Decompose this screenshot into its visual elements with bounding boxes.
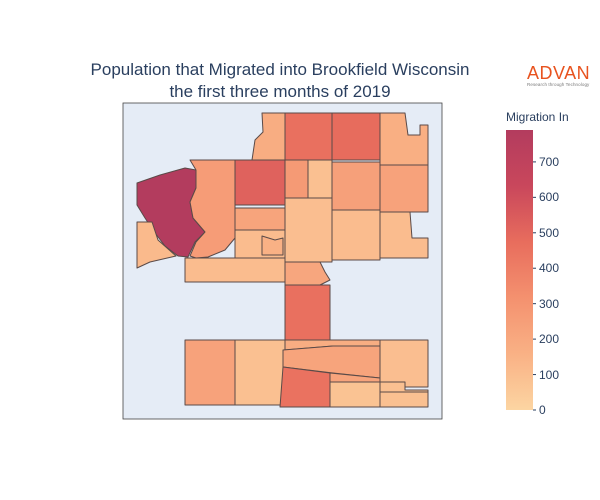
region-north-top-middle[interactable] — [284, 112, 333, 161]
advan-logo: ADVAN Research through Technology — [527, 64, 597, 88]
region-west-low-tract[interactable] — [136, 221, 177, 269]
region-corridor[interactable] — [284, 284, 331, 341]
region-north-top-right[interactable] — [331, 112, 381, 161]
colorbar-title: Migration In — [506, 110, 569, 124]
colorbar-tick-700: 700 — [539, 154, 560, 169]
colorbar-tick-100: 100 — [539, 367, 560, 382]
advan-logo-tagline: Research through Technology — [527, 82, 590, 87]
region-north-central-tract[interactable] — [234, 159, 286, 206]
region-center-large[interactable] — [284, 197, 333, 263]
map-title-line-1: Population that Migrated into Brookfield… — [90, 60, 470, 79]
region-east-far[interactable] — [379, 164, 429, 213]
colorbar-tick-300: 300 — [539, 296, 560, 311]
colorbar-tick-0: 0 — [539, 403, 546, 417]
colorbar-tick-400: 400 — [539, 261, 560, 276]
region-east-low[interactable] — [379, 211, 429, 259]
region-south-lower[interactable] — [279, 366, 331, 408]
map-title: Population that Migrated into Brookfield… — [40, 59, 520, 103]
region-south-mid-left[interactable] — [234, 339, 286, 406]
region-south-bottom-c[interactable] — [379, 391, 429, 408]
region-west-tract[interactable] — [189, 159, 236, 259]
region-north-center-small[interactable] — [284, 159, 309, 199]
colorbar-tick-200: 200 — [539, 332, 560, 347]
advan-logo-word: ADVAN — [527, 63, 591, 83]
region-center-left-c[interactable] — [261, 235, 284, 256]
colorbar-tick-500: 500 — [539, 225, 560, 240]
region-south-east-b[interactable] — [379, 339, 429, 388]
region-north-center-narrow[interactable] — [307, 159, 333, 199]
region-center-left-a[interactable] — [234, 207, 286, 231]
region-south-strip-west[interactable] — [184, 257, 286, 283]
colorbar-gradient — [506, 130, 533, 410]
colorbar-tick-600: 600 — [539, 190, 560, 205]
region-east-mid[interactable] — [331, 161, 381, 211]
region-south-bottom-a[interactable] — [329, 381, 381, 408]
map-title-line-2: the first three months of 2019 — [169, 82, 391, 101]
region-center-right[interactable] — [331, 209, 381, 261]
region-south-west[interactable] — [184, 339, 236, 406]
